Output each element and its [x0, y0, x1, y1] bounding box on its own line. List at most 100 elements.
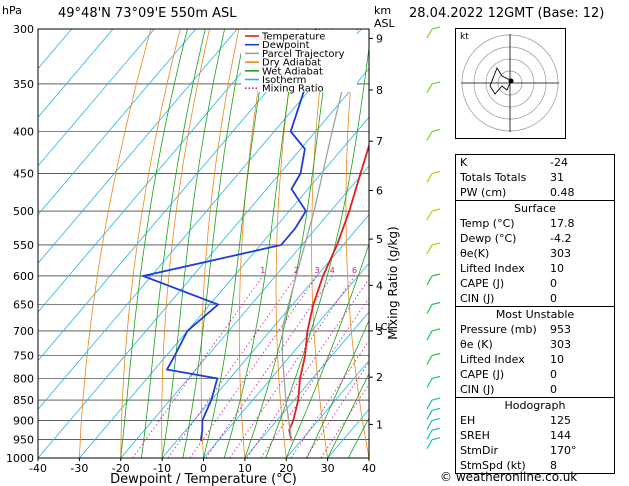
row-value: 144 [550, 429, 571, 442]
wet-adiabat-line [182, 29, 247, 458]
wind-barb [431, 427, 440, 431]
row-label: EH [460, 414, 476, 427]
mixing-ratio-line [205, 275, 333, 458]
temperature-series [288, 142, 369, 442]
wind-barb [431, 417, 440, 422]
parcel-trajectory-series [281, 29, 358, 441]
pressure-tick-label: 300 [13, 23, 34, 36]
row-label: Totals Totals [460, 171, 527, 184]
mixing-ratio-label: 3 [315, 266, 320, 275]
row-label: Lifted Index [460, 262, 525, 275]
row-label: Dewp (°C) [460, 232, 517, 245]
table-row: CIN (J) 0 [456, 291, 614, 306]
hodograph-trace [489, 67, 511, 95]
hodograph-section: Hodograph EH 125 SREH 144 StmDir 170° StmSpd (… [455, 397, 615, 474]
isotherm-line [38, 29, 197, 216]
isotherm-line [38, 29, 155, 167]
km-tick-label: 8 [376, 84, 383, 97]
mixing-ratio-line [320, 383, 369, 458]
row-value: 0 [550, 383, 557, 396]
mixing-ratio-label: 2 [294, 266, 299, 275]
x-axis-label: Dewpoint / Temperature (°C) [110, 472, 297, 486]
hodograph-title: Hodograph [504, 399, 566, 412]
table-row: CAPE (J) 0 [456, 367, 614, 382]
table-row: θe (K) 303 [456, 337, 614, 352]
dry-adiabat-line [345, 29, 369, 458]
datetime-title: 28.04.2022 12GMT (Base: 12) [409, 6, 605, 21]
surface-title: Surface [514, 202, 556, 215]
table-row: StmDir 170° [456, 443, 614, 458]
row-label: Lifted Index [460, 353, 525, 366]
dewpoint-series [139, 29, 317, 441]
table-row: Temp (°C) 17.8 [456, 216, 614, 231]
isotherm-line [38, 29, 279, 313]
km-label: km [374, 4, 392, 17]
wet-adiabat-line [203, 29, 271, 458]
km-tick-label: 6 [376, 184, 383, 197]
mixing-ratio-line [167, 275, 297, 458]
table-row: SREH 144 [456, 428, 614, 443]
row-label: Pressure (mb) [460, 323, 537, 336]
pressure-tick-label: 350 [13, 78, 34, 91]
mixing-ratio-line [305, 361, 369, 458]
wind-barb-flag [426, 244, 433, 255]
wind-barb [431, 81, 440, 85]
row-label: θe(K) [460, 247, 490, 260]
wind-barb [431, 128, 440, 133]
legend-entry: Dry Adiabat [262, 58, 321, 69]
table-row: Totals Totals 31 [456, 170, 614, 185]
mixing-ratio-label: 4 [330, 266, 335, 275]
mixing-ratio-line [290, 339, 369, 458]
wind-barb [431, 437, 440, 441]
wind-barb [431, 407, 440, 412]
pressure-tick-label: 900 [13, 414, 34, 427]
row-value: 0 [550, 277, 557, 290]
legend-entry: Mixing Ratio [262, 84, 324, 95]
isotherm-line [38, 29, 238, 264]
row-value: 0 [550, 292, 557, 305]
row-value: -24 [550, 156, 568, 169]
km-tick-label: 7 [376, 135, 383, 148]
km-tick-label: 4 [376, 279, 383, 292]
temp-tick-label: -30 [70, 462, 88, 475]
wind-barb-flag [426, 399, 433, 410]
wet-adiabat-line [285, 242, 369, 458]
legend-entry: Wet Adiabat [262, 66, 323, 77]
table-row: PW (cm) 0.48 [456, 185, 614, 200]
dry-adiabat-line [120, 29, 181, 458]
row-value: 303 [550, 247, 571, 260]
pressure-tick-label: 850 [13, 394, 34, 407]
km-tick-label: 5 [376, 233, 383, 246]
mixing-ratio-label: 6 [352, 266, 357, 275]
mixing-ratio-line [189, 275, 318, 458]
table-row: Lifted Index 10 [456, 352, 614, 367]
km-tick-label: 2 [376, 371, 383, 384]
isotherm-line [244, 311, 369, 458]
copyright: © weatheronline.co.uk [440, 470, 578, 484]
pressure-tick-label: 600 [13, 270, 34, 283]
row-label: K [460, 156, 468, 169]
pressure-tick-label: 950 [13, 434, 34, 447]
row-value: 0.48 [550, 186, 575, 199]
table-row: StmSpd (kt) 8 [456, 458, 614, 473]
temp-tick-label: 40 [362, 462, 376, 475]
row-label: StmSpd (kt) [460, 459, 526, 472]
wind-barb-flag [426, 439, 433, 450]
mixing-ratio-label: 1 [260, 266, 265, 275]
wind-barb-flag [426, 330, 433, 341]
row-value: 303 [550, 338, 571, 351]
pressure-tick-label: 1000 [6, 452, 34, 465]
row-label: CIN (J) [460, 292, 495, 305]
table-row: Pressure (mb) 953 [456, 322, 614, 337]
pressure-tick-label: 550 [13, 239, 34, 252]
wind-barb-flag [426, 210, 433, 221]
table-row: K -24 [456, 155, 614, 170]
isotherm-line [38, 67, 369, 458]
dry-adiabat-line [200, 29, 240, 458]
pressure-tick-label: 650 [13, 299, 34, 312]
row-value: 0 [550, 368, 557, 381]
table-row: θe(K) 303 [456, 246, 614, 261]
pressure-tick-label: 700 [13, 325, 34, 338]
row-value: 17.8 [550, 217, 575, 230]
